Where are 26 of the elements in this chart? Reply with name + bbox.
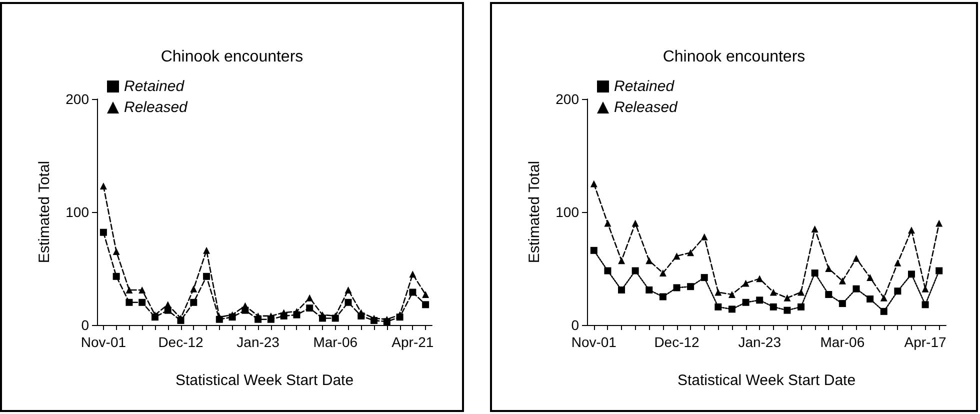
x-tick-label: Dec-12 <box>158 334 204 350</box>
x-axis-title: Statistical Week Start Date <box>677 372 856 389</box>
x-tick-label: Nov-01 <box>571 334 617 350</box>
x-tick-label: Apr-21 <box>392 334 434 350</box>
legend-label: Retained <box>614 78 675 95</box>
x-tick-label: Jan-23 <box>738 334 782 350</box>
x-axis-title: Statistical Week Start Date <box>175 372 354 389</box>
legend-label: Released <box>124 99 188 116</box>
legend-label: Released <box>614 99 678 116</box>
y-tick-label: 200 <box>66 91 90 107</box>
y-tick-label: 100 <box>556 204 580 220</box>
legend-label: Retained <box>124 78 185 95</box>
x-tick-label: Nov-01 <box>80 334 126 350</box>
x-tick-label: Mar-06 <box>820 334 865 350</box>
y-tick-label: 0 <box>81 317 90 333</box>
chart-title: Chinook encounters <box>662 48 806 66</box>
x-tick-label: Mar-06 <box>313 334 358 350</box>
y-tick-label: 0 <box>571 317 580 333</box>
y-tick-label: 200 <box>556 91 580 107</box>
chart-title: Chinook encounters <box>160 48 304 66</box>
x-tick-label: Jan-23 <box>236 334 280 350</box>
y-axis-title: Estimated Total <box>36 160 53 264</box>
x-tick-label: Apr-17 <box>904 334 947 350</box>
y-tick-label: 100 <box>66 204 90 220</box>
y-axis-title: Estimated Total <box>526 160 543 264</box>
x-tick-label: Dec-12 <box>654 334 700 350</box>
